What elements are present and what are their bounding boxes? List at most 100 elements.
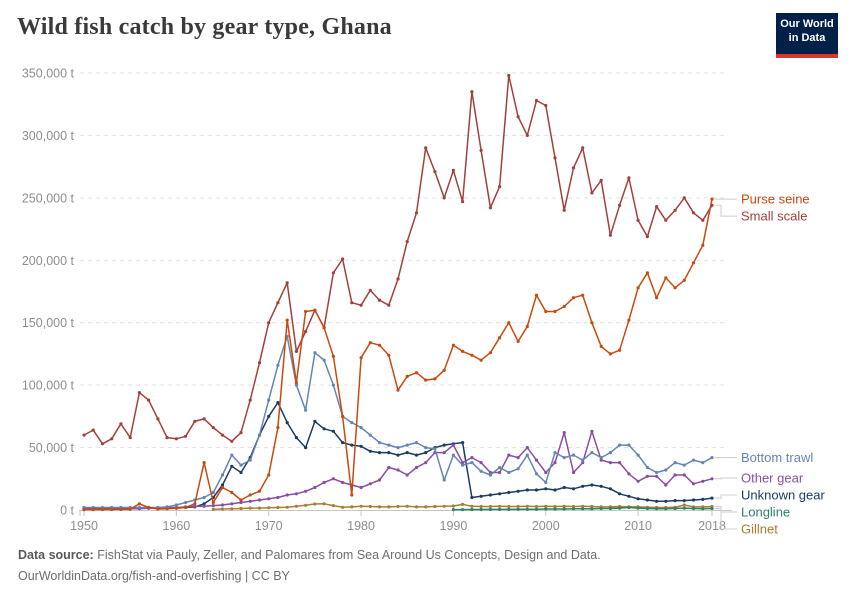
data-point[interactable]: [691, 498, 696, 502]
data-point[interactable]: [294, 436, 298, 440]
data-point[interactable]: [350, 505, 354, 509]
data-point[interactable]: [525, 453, 529, 457]
data-point[interactable]: [174, 437, 178, 441]
data-point[interactable]: [424, 451, 428, 455]
data-point[interactable]: [534, 488, 539, 492]
data-point[interactable]: [165, 507, 169, 511]
data-point[interactable]: [377, 505, 382, 509]
series-label-small-scale[interactable]: Small scale: [741, 209, 807, 224]
series-label-other-gear[interactable]: Other gear: [741, 471, 804, 486]
data-point[interactable]: [405, 473, 409, 477]
data-point[interactable]: [294, 349, 298, 353]
data-point[interactable]: [91, 508, 95, 512]
data-point[interactable]: [461, 463, 465, 467]
data-point[interactable]: [405, 504, 409, 508]
data-point[interactable]: [156, 507, 160, 511]
data-point[interactable]: [664, 218, 668, 222]
data-point[interactable]: [414, 453, 419, 457]
data-point[interactable]: [627, 494, 631, 498]
data-point[interactable]: [507, 507, 511, 511]
data-point[interactable]: [414, 371, 419, 375]
data-point[interactable]: [294, 492, 298, 496]
data-point[interactable]: [220, 433, 225, 437]
data-point[interactable]: [590, 429, 594, 433]
data-point[interactable]: [405, 451, 409, 455]
data-point[interactable]: [405, 240, 409, 244]
data-point[interactable]: [691, 506, 696, 511]
data-point[interactable]: [442, 368, 446, 372]
data-point[interactable]: [267, 321, 271, 325]
data-point[interactable]: [405, 443, 409, 447]
data-point[interactable]: [682, 196, 686, 200]
data-point[interactable]: [470, 495, 474, 500]
data-point[interactable]: [313, 351, 317, 355]
data-point[interactable]: [285, 318, 289, 322]
data-point[interactable]: [682, 499, 686, 503]
data-point[interactable]: [544, 504, 548, 508]
data-point[interactable]: [424, 146, 428, 150]
data-point[interactable]: [359, 303, 363, 307]
series-unknown-gear[interactable]: [82, 401, 714, 510]
data-point[interactable]: [507, 490, 511, 495]
data-point[interactable]: [618, 506, 622, 510]
data-point[interactable]: [220, 483, 225, 487]
data-point[interactable]: [488, 206, 492, 210]
data-point[interactable]: [276, 363, 280, 367]
data-point[interactable]: [368, 341, 372, 345]
data-point[interactable]: [91, 428, 95, 432]
data-point[interactable]: [608, 487, 613, 491]
data-point[interactable]: [248, 398, 252, 402]
data-point[interactable]: [608, 451, 613, 455]
data-point[interactable]: [525, 446, 529, 450]
data-point[interactable]: [636, 218, 640, 222]
data-point[interactable]: [322, 427, 326, 431]
data-point[interactable]: [655, 499, 659, 503]
data-point[interactable]: [267, 414, 271, 418]
data-point[interactable]: [488, 504, 492, 509]
data-point[interactable]: [82, 433, 86, 437]
data-point[interactable]: [525, 324, 529, 329]
data-point[interactable]: [498, 470, 502, 475]
data-point[interactable]: [184, 434, 188, 438]
data-point[interactable]: [239, 463, 243, 467]
data-point[interactable]: [202, 417, 206, 421]
data-point[interactable]: [156, 417, 160, 421]
data-point[interactable]: [248, 493, 252, 497]
data-point[interactable]: [590, 504, 594, 509]
data-point[interactable]: [377, 343, 382, 347]
data-point[interactable]: [368, 449, 372, 453]
data-point[interactable]: [184, 500, 188, 505]
data-point[interactable]: [341, 480, 345, 485]
data-point[interactable]: [202, 502, 206, 506]
data-point[interactable]: [184, 505, 188, 510]
data-point[interactable]: [396, 388, 400, 392]
data-point[interactable]: [691, 482, 696, 486]
data-point[interactable]: [562, 485, 566, 490]
data-point[interactable]: [507, 470, 511, 475]
data-point[interactable]: [285, 421, 289, 425]
data-point[interactable]: [525, 507, 529, 511]
data-point[interactable]: [701, 461, 705, 465]
data-point[interactable]: [544, 103, 548, 108]
data-point[interactable]: [387, 451, 391, 455]
data-point[interactable]: [285, 493, 289, 497]
data-point[interactable]: [673, 461, 677, 465]
data-point[interactable]: [571, 296, 576, 300]
data-point[interactable]: [257, 506, 262, 510]
data-point[interactable]: [433, 447, 437, 451]
data-point[interactable]: [562, 507, 566, 511]
data-point[interactable]: [645, 465, 650, 470]
data-point[interactable]: [479, 358, 483, 362]
data-point[interactable]: [701, 243, 705, 247]
series-line-bottom-trawl[interactable]: [84, 335, 713, 509]
data-point[interactable]: [516, 489, 520, 493]
data-point[interactable]: [341, 505, 345, 509]
data-point[interactable]: [387, 505, 391, 509]
data-point[interactable]: [710, 496, 714, 500]
series-purse-seine[interactable]: [82, 197, 714, 512]
data-point[interactable]: [553, 451, 557, 455]
data-point[interactable]: [414, 211, 419, 215]
data-point[interactable]: [645, 474, 650, 478]
data-point[interactable]: [341, 257, 345, 261]
data-point[interactable]: [534, 507, 539, 511]
